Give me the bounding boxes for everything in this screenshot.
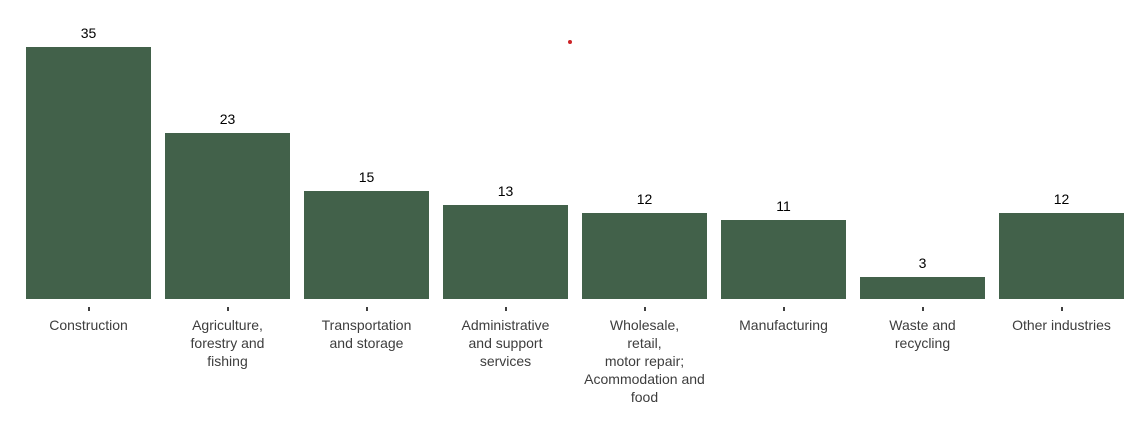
bar-value-label: 13 (497, 183, 514, 200)
bar-value-label: 12 (636, 190, 653, 207)
bar (26, 47, 151, 299)
x-axis-category-label: Other industries (1012, 317, 1111, 333)
bar-value-label: 12 (1053, 190, 1070, 207)
bar (860, 277, 985, 299)
x-axis-tick (921, 307, 924, 311)
bar (582, 212, 707, 299)
bar-value-label: 3 (918, 255, 927, 272)
x-axis-tick (87, 307, 90, 311)
x-axis-tick (226, 307, 229, 311)
x-axis-category-label: Agriculture, forestry and fishing (190, 317, 265, 369)
bar (721, 219, 846, 299)
x-axis-category-label: Wholesale, retail, motor repair; Acommod… (584, 317, 705, 405)
stray-red-dot (568, 40, 572, 44)
x-axis-category-label: Transportation and storage (321, 317, 412, 351)
bar (165, 133, 290, 299)
x-axis-tick (504, 307, 507, 311)
bar-value-label: 35 (80, 25, 97, 41)
x-axis-tick (782, 307, 785, 311)
bar (304, 191, 429, 299)
x-axis-category-label: Manufacturing (739, 317, 828, 333)
bar (999, 212, 1124, 299)
x-axis-category-label: Administrative and support services (461, 317, 550, 369)
x-axis-tick (1060, 307, 1063, 311)
x-axis-tick (365, 307, 368, 311)
x-axis-tick (643, 307, 646, 311)
x-axis-category-label: Construction (49, 317, 128, 333)
bar (443, 205, 568, 299)
bar-value-label: 23 (219, 111, 236, 128)
bar-value-label: 11 (776, 197, 791, 214)
x-axis-category-label: Waste and recycling (889, 317, 956, 351)
bar-value-label: 15 (358, 169, 375, 185)
